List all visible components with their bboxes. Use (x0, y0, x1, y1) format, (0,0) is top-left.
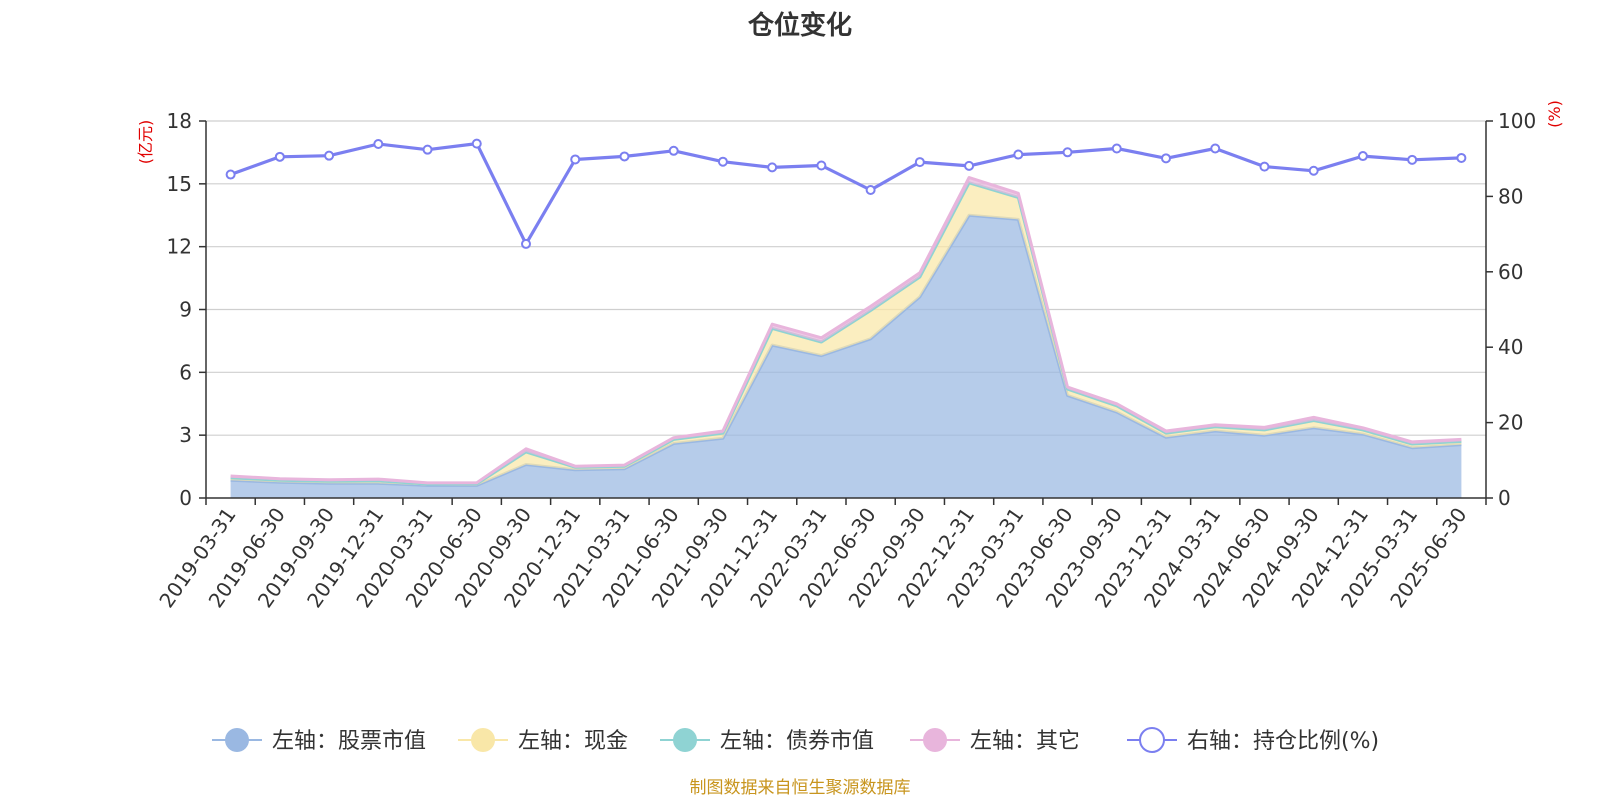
area-series-1 (230, 182, 1462, 486)
ratio-line-series (225, 138, 1467, 249)
left-tick-label-2: 6 (179, 360, 192, 384)
right-tick-label-4: 80 (1498, 184, 1523, 208)
ratio-point-14 (914, 157, 925, 168)
ratio-point-1 (274, 151, 285, 162)
ratio-point-15 (964, 160, 975, 171)
right-axis-unit: (%) (1545, 100, 1564, 128)
legend-marker-4 (1139, 727, 1165, 753)
ratio-point-21 (1259, 161, 1270, 172)
ratio-point-19 (1161, 153, 1171, 164)
ratio-point-0 (225, 169, 236, 180)
legend-label-3: 左轴：其它 (970, 729, 1080, 754)
ratio-point-2 (324, 150, 335, 161)
legend-label-4: 右轴：持仓比例(%) (1187, 729, 1379, 754)
legend-marker-2 (673, 728, 697, 752)
right-tick-label-1: 20 (1498, 411, 1523, 435)
area-edge-3 (230, 176, 1462, 485)
ratio-point-7 (570, 154, 581, 165)
ratio-point-13 (865, 184, 876, 195)
ratio-point-16 (1013, 149, 1024, 160)
ratio-point-25 (1456, 152, 1467, 163)
ratio-point-23 (1357, 151, 1368, 162)
ratio-point-24 (1407, 154, 1418, 165)
chart-title: 仓位变化 (747, 10, 852, 41)
ratio-point-3 (373, 138, 384, 149)
right-tick-label-0: 0 (1498, 486, 1511, 510)
left-tick-label-5: 15 (167, 172, 192, 196)
ratio-point-22 (1308, 165, 1319, 176)
ratio-point-11 (767, 162, 778, 173)
ratio-point-12 (816, 160, 827, 171)
ratio-line (230, 142, 1462, 246)
right-tick-label-2: 40 (1498, 335, 1523, 359)
left-axis-unit: (亿元) (136, 120, 155, 165)
legend-label-0: 左轴：股票市值 (272, 729, 426, 754)
legend-marker-1 (471, 728, 495, 752)
source-note: 制图数据来自恒生聚源数据库 (690, 778, 911, 798)
ratio-point-4 (422, 144, 433, 155)
ratio-point-18 (1111, 143, 1122, 154)
area-series-0 (230, 215, 1462, 499)
left-tick-label-0: 0 (179, 486, 192, 510)
ratio-point-6 (521, 238, 531, 249)
area-series (230, 176, 1462, 499)
legend-label-1: 左轴：现金 (518, 729, 628, 754)
ratio-point-10 (717, 156, 728, 167)
right-tick-label-5: 100 (1498, 109, 1536, 133)
left-tick-label-6: 18 (167, 109, 192, 133)
ratio-point-17 (1062, 147, 1073, 158)
ratio-point-9 (668, 145, 679, 156)
ratio-point-5 (471, 138, 482, 149)
left-tick-label-3: 9 (179, 298, 192, 322)
legend-label-2: 左轴：债券市值 (720, 729, 874, 754)
left-tick-label-1: 3 (179, 423, 192, 447)
legend: 左轴：股票市值 左轴：现金 左轴：债券市值 左轴：其它 右轴：持仓比例(%) (212, 727, 1379, 754)
ratio-point-20 (1210, 143, 1221, 154)
ratio-point-8 (619, 151, 630, 162)
legend-marker-3 (923, 728, 947, 752)
right-tick-label-3: 60 (1498, 260, 1523, 284)
legend-marker-0 (225, 728, 249, 752)
left-tick-label-4: 12 (167, 235, 192, 259)
